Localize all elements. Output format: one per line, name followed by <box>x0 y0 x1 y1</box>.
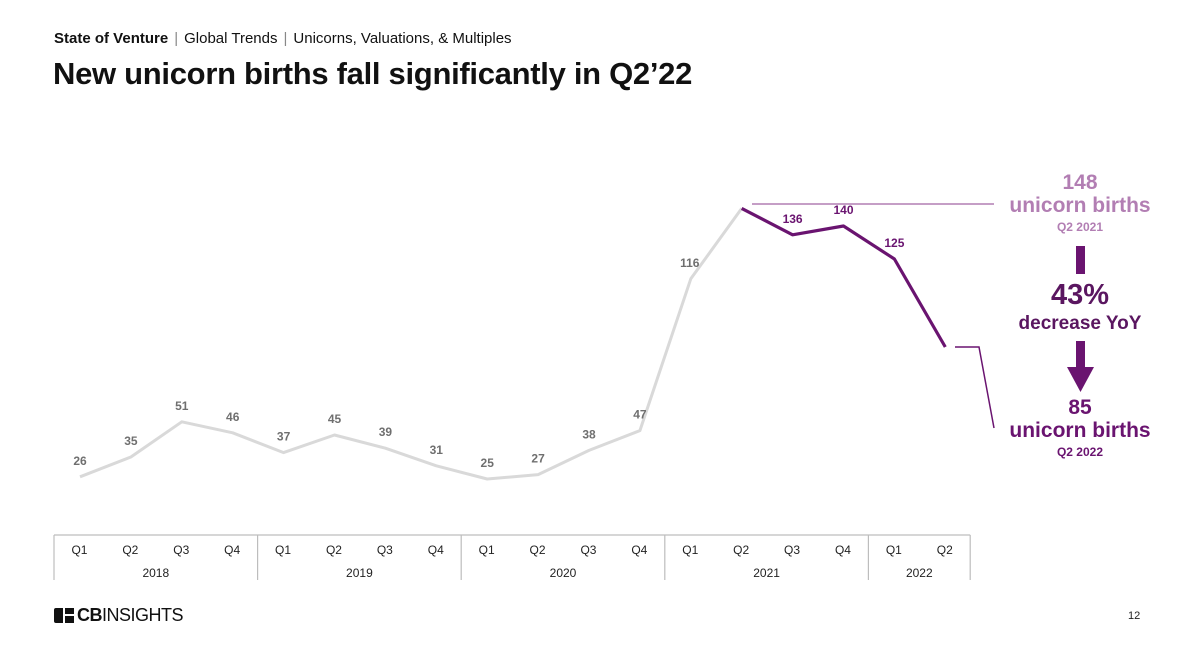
current-period: Q2 2022 <box>1056 445 1104 459</box>
quarter-tick-label: Q1 <box>682 543 698 557</box>
breadcrumb-separator: | <box>174 30 179 47</box>
peak-value: 148 <box>1062 171 1098 194</box>
cbinsights-logo: CBINSIGHTS <box>54 605 184 625</box>
page-number: 12 <box>1128 610 1141 622</box>
data-label: 38 <box>582 427 596 441</box>
series-line-recent <box>740 206 947 348</box>
chart-lines <box>79 206 947 481</box>
quarter-tick-label: Q3 <box>377 543 393 557</box>
data-label: 140 <box>833 203 853 217</box>
data-labels: 26 35 51 46 37 45 39 31 25 27 38 47 116 136 140 125 <box>73 203 904 470</box>
quarter-tick-label: Q3 <box>580 543 596 557</box>
year-tick-label: 2019 <box>346 566 373 580</box>
data-label: 125 <box>884 236 904 250</box>
quarter-tick-label: Q2 <box>937 543 953 557</box>
breadcrumb: State of Venture | Global Trends | Unicorns,… <box>54 30 512 47</box>
data-label: 26 <box>73 454 87 468</box>
logo-text: CBINSIGHTS <box>77 605 184 625</box>
year-tick-label: 2022 <box>906 566 933 580</box>
breadcrumb-separator: | <box>283 30 288 47</box>
quarter-tick-label: Q4 <box>631 543 647 557</box>
quarter-tick-label: Q1 <box>886 543 902 557</box>
quarter-tick-label: Q3 <box>173 543 189 557</box>
arrow-down-icon <box>1067 341 1094 392</box>
data-label: 51 <box>175 399 189 413</box>
data-label: 37 <box>277 430 291 444</box>
quarter-tick-label: Q2 <box>122 543 138 557</box>
series-line-historical <box>79 207 743 481</box>
year-tick-label: 2021 <box>753 566 780 580</box>
data-label: 39 <box>379 425 393 439</box>
current-label: unicorn births <box>1009 419 1151 442</box>
annotation-lines <box>752 203 1094 429</box>
data-label: 27 <box>531 452 545 466</box>
data-label: 45 <box>328 412 342 426</box>
current-value: 85 <box>1068 396 1092 419</box>
page-title: New unicorn births fall significantly in… <box>53 56 693 91</box>
current-reference-line <box>955 346 995 429</box>
quarter-tick-label: Q3 <box>784 543 800 557</box>
data-label: 31 <box>430 443 444 457</box>
data-label: 116 <box>680 256 700 270</box>
year-tick-label: 2020 <box>550 566 577 580</box>
data-label: 47 <box>633 408 647 422</box>
breadcrumb-subtopic: Unicorns, Valuations, & Multiples <box>293 30 512 47</box>
quarter-tick-label: Q1 <box>71 543 87 557</box>
data-label: 46 <box>226 410 240 424</box>
bar-connector <box>1076 246 1085 274</box>
data-label: 35 <box>124 434 138 448</box>
quarter-tick-label: Q2 <box>530 543 546 557</box>
quarter-tick-label: Q4 <box>224 543 240 557</box>
quarter-tick-label: Q4 <box>428 543 444 557</box>
logo-mark-icon <box>54 607 74 623</box>
quarter-tick-label: Q4 <box>835 543 851 557</box>
year-tick-label: 2018 <box>142 566 169 580</box>
data-label: 136 <box>783 212 803 226</box>
quarter-tick-label: Q1 <box>479 543 495 557</box>
data-label: 25 <box>481 456 495 470</box>
breadcrumb-topic: Global Trends <box>184 30 278 47</box>
quarter-tick-label: Q1 <box>275 543 291 557</box>
quarter-tick-label: Q2 <box>326 543 342 557</box>
x-axis: Q1 Q2 Q3 Q4 2018 Q1 Q2 Q3 Q4 2019 Q1 Q2 Q3 Q4 2020 Q1 Q2… <box>53 534 971 580</box>
change-percent: 43% <box>1050 279 1110 311</box>
breadcrumb-section: State of Venture <box>54 30 169 47</box>
quarter-tick-label: Q2 <box>733 543 749 557</box>
peak-period: Q2 2021 <box>1056 220 1104 234</box>
change-label: decrease YoY <box>1018 313 1142 334</box>
peak-label: unicorn births <box>1009 194 1151 217</box>
